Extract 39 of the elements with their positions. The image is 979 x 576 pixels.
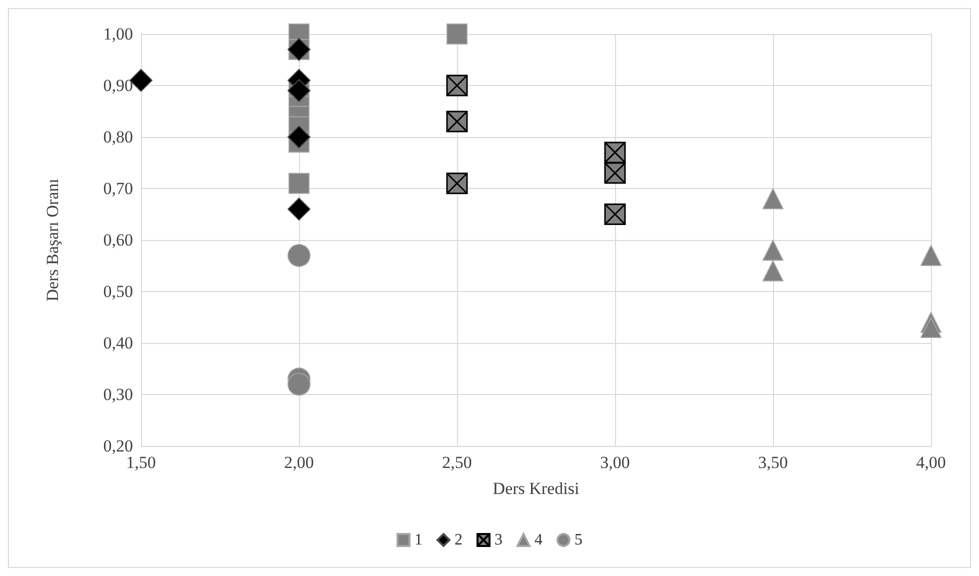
point bbox=[762, 240, 784, 261]
point bbox=[762, 260, 784, 282]
x-axis-title: Ders Kredisi bbox=[492, 479, 580, 498]
point bbox=[604, 142, 626, 164]
legend-label: 5 bbox=[574, 532, 582, 548]
legend-label: 4 bbox=[534, 532, 542, 548]
point bbox=[446, 172, 468, 194]
y-tick-label: 0,60 bbox=[103, 230, 133, 250]
y-tick-label: 0,80 bbox=[103, 128, 133, 146]
point bbox=[762, 188, 784, 210]
legend-label: 1 bbox=[414, 532, 422, 548]
legend-label: 3 bbox=[494, 532, 502, 548]
point bbox=[446, 110, 468, 132]
x-tick-label: 2,50 bbox=[442, 453, 472, 472]
point bbox=[288, 372, 310, 396]
y-tick-label: 0,70 bbox=[103, 179, 133, 198]
point bbox=[604, 162, 626, 184]
point bbox=[446, 74, 468, 96]
point bbox=[604, 204, 626, 225]
x-tick-label: 4,00 bbox=[916, 453, 946, 472]
point bbox=[920, 244, 942, 266]
x-tick-label: 3,00 bbox=[600, 453, 630, 472]
y-tick-label: 0,90 bbox=[103, 76, 133, 95]
x-tick-label: 3,50 bbox=[758, 453, 788, 472]
point bbox=[288, 244, 310, 267]
y-tick-label: 0,20 bbox=[103, 436, 133, 456]
x-tick-label: 1,50 bbox=[126, 453, 156, 472]
y-tick-label: 0,40 bbox=[103, 334, 133, 352]
point bbox=[288, 198, 310, 221]
point bbox=[446, 24, 468, 44]
y-tick-label: 1,00 bbox=[103, 24, 133, 44]
y-axis-title: Ders Başarı Oranı bbox=[43, 178, 62, 302]
x-tick-label: 2,00 bbox=[284, 453, 314, 472]
point bbox=[920, 317, 942, 338]
y-tick-label: 0,50 bbox=[103, 282, 133, 301]
point bbox=[288, 172, 310, 194]
legend-label: 2 bbox=[454, 532, 462, 548]
y-tick-label: 0,30 bbox=[103, 385, 133, 404]
point bbox=[288, 126, 310, 148]
